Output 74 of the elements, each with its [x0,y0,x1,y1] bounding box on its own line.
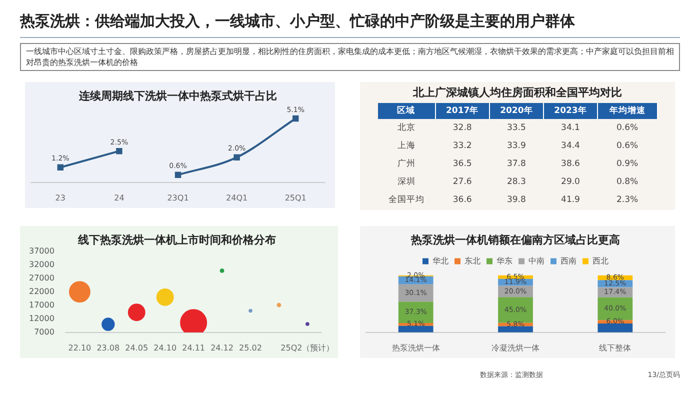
bar [598,324,633,332]
text: 2.3% [616,195,638,205]
category-label: 2023年 [543,103,598,119]
point [292,115,299,122]
text: 北上广深城镇人均住房面积和全国平均对比 [412,85,623,100]
category-label: 北京 [397,123,416,133]
bar [498,297,533,323]
legend-label: 华东 [496,256,512,266]
text: 38.6 [561,159,580,169]
category-label: 2017年 [435,103,490,119]
text: 28.3 [506,177,526,187]
y-tick-label: 7000 [34,327,54,336]
text: 36.6 [452,195,472,205]
bar [398,326,434,332]
y-tick-label: 32000 [28,260,54,269]
x-tick-label: 冷凝洗烘一体 [492,343,540,352]
x-tick-label: 线下整体 [599,343,632,352]
text: 36.5 [452,159,472,169]
text: 37.8 [506,159,526,169]
x-tick-label: 24.10 [154,343,177,352]
x-tick-label: 23Q1 [167,193,189,202]
point [116,148,122,154]
y-tick-label: 27000 [28,273,54,282]
category-label: 年均增速 [598,103,657,119]
x-tick-label: 24Q1 [226,193,248,202]
text: 0.6% [616,123,638,133]
y-tick-label: 17000 [28,300,54,310]
chart-title: 热泵洗烘一体机销额在偏南方区域占比更高 [410,233,620,246]
category-label: 全国平均 [388,195,424,205]
x-tick-label: 24.11 [182,343,206,352]
legend-label: 东北 [464,256,480,266]
text: 一线城市中心区域寸土寸金、限购政策严格，房屋挤占更加明显，相比刚性的住房面积，家电集成的成本更低；南方地区气候潮湿，衣物烘干效果的需求更高；中产家庭可以负担目前相对昂贵的热泵洗烘一体机的价格 [20,43,680,71]
legend-label: 华北 [432,256,448,266]
y-tick-label: 22000 [28,286,54,296]
chart-title: 线下热泵洗烘一体机上市时间和价格分布 [77,233,276,246]
text: 41.9 [561,195,580,205]
x-tick-label: 23 [55,193,66,202]
text: 0.8% [616,177,638,187]
text: 29.0 [561,177,580,187]
x-tick-label: 24.05 [125,343,148,352]
category-label: 区域 [378,103,436,119]
text: 0.6% [616,141,638,151]
text: 热泵洗烘：供给端加大投入，一线城市、小户型、忙碌的中产阶级是主要的用户群体 [20,12,576,31]
x-tick-label: 25.02 [239,343,262,352]
text: 33.2 [452,141,472,151]
legend-label: 西北 [592,256,608,266]
x-tick-label: 25Q1 [284,193,306,202]
x-tick-label: 24.12 [210,343,234,352]
y-tick-label: 12000 [28,314,54,323]
x-tick-label: 热泵洗烘一体 [392,343,440,352]
text: 27.6 [452,177,472,187]
x-tick-label: 22.10 [68,343,92,352]
chart-title: 连续周期线下洗烘一体中热泵式烘干占比 [78,89,277,102]
point [234,154,240,160]
point [174,172,182,178]
category-label: 广州 [397,159,416,169]
text: 34.1 [561,123,580,133]
legend-label: 西南 [560,256,576,266]
bar [498,326,533,332]
x-tick-label: 24 [114,193,124,202]
category-label: 上海 [397,141,416,151]
text: 33.9 [506,141,526,151]
category-label: 深圳 [397,177,416,187]
text: 34.4 [561,141,580,151]
x-tick-label: 23.08 [96,343,120,352]
legend-label: 中南 [528,256,544,266]
category-label: 2020年 [489,103,544,119]
y-tick-label: 37000 [28,246,54,256]
x-tick-label: 25Q2（预计） [280,343,334,352]
text: 33.5 [506,123,526,133]
text: 0.9% [616,159,638,169]
point [57,164,64,170]
text: 39.8 [506,195,526,205]
text: 32.8 [452,123,472,133]
